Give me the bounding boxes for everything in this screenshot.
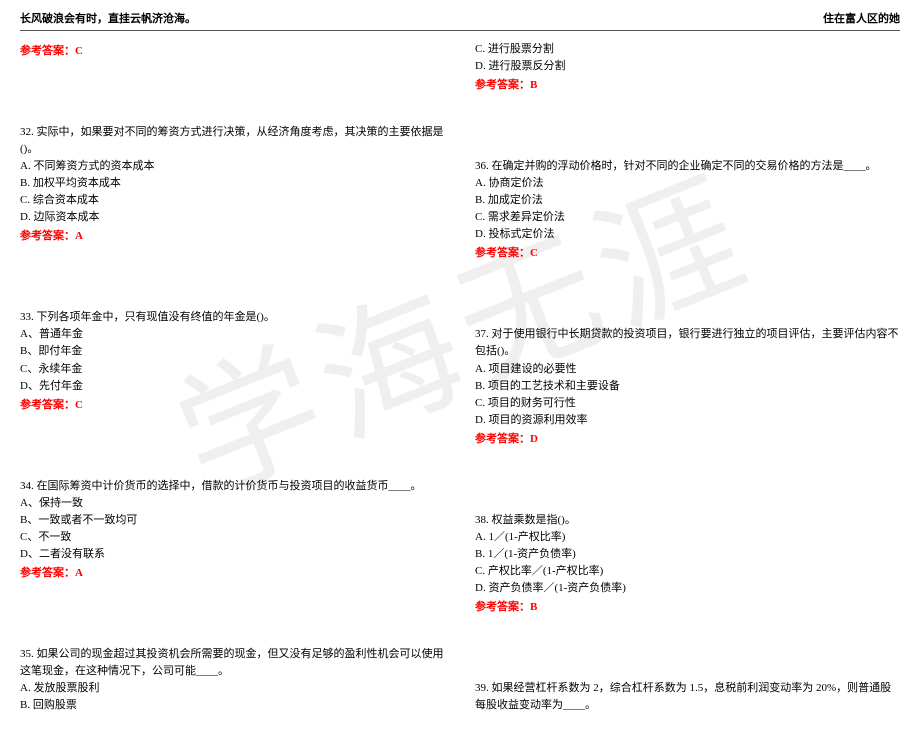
option-a: A、普通年金: [20, 326, 445, 343]
answer-label: 参考答案：: [475, 79, 530, 91]
question-text: 33. 下列各项年金中，只有现值没有终值的年金是()。: [20, 309, 445, 326]
answer-line: 参考答案：B: [475, 599, 900, 616]
question-39: 39. 如果经营杠杆系数为 2，综合杠杆系数为 1.5，息税前利润变动率为 20…: [475, 680, 900, 714]
option-c: C、不一致: [20, 529, 445, 546]
option-b: B. 项目的工艺技术和主要设备: [475, 378, 900, 395]
answer-label: 参考答案：: [475, 433, 530, 445]
header-right: 住在富人区的她: [823, 10, 900, 26]
question-text: 36. 在确定并购的浮动价格时，针对不同的企业确定不同的交易价格的方法是____…: [475, 158, 900, 175]
question-38: 38. 权益乘数是指()。 A. 1／(1-产权比率) B. 1／(1-资产负债…: [475, 512, 900, 616]
answer-line: 参考答案：C: [475, 245, 900, 262]
answer-label: 参考答案：: [20, 399, 75, 411]
answer-line: 参考答案：A: [20, 565, 445, 582]
answer-line: 参考答案：C: [20, 43, 445, 60]
page-content: 长风破浪会有时，直挂云帆济沧海。 住在富人区的她 参考答案：C 32. 实际中，…: [0, 0, 920, 748]
question-33: 33. 下列各项年金中，只有现值没有终值的年金是()。 A、普通年金 B、即付年…: [20, 309, 445, 413]
right-column: C. 进行股票分割 D. 进行股票反分割 参考答案：B 36. 在确定并购的浮动…: [475, 35, 900, 738]
answer-line: 参考答案：A: [20, 228, 445, 245]
option-c: C. 综合资本成本: [20, 192, 445, 209]
option-c: C. 项目的财务可行性: [475, 395, 900, 412]
answer-label: 参考答案：: [475, 601, 530, 613]
question-text: 39. 如果经营杠杆系数为 2，综合杠杆系数为 1.5，息税前利润变动率为 20…: [475, 680, 900, 714]
answer-label: 参考答案：: [475, 247, 530, 259]
two-column-layout: 参考答案：C 32. 实际中，如果要对不同的筹资方式进行决策，从经济角度考虑，其…: [20, 35, 900, 738]
question-34: 34. 在国际筹资中计价货币的选择中，借款的计价货币与投资项目的收益货币____…: [20, 478, 445, 582]
option-c: C、永续年金: [20, 361, 445, 378]
answer-line: 参考答案：B: [475, 77, 900, 94]
question-35: 35. 如果公司的现金超过其投资机会所需要的现金，但又没有足够的盈利性机会可以使…: [20, 646, 445, 714]
answer-value: C: [75, 399, 83, 411]
option-b: B、一致或者不一致均可: [20, 512, 445, 529]
option-d: D、二者没有联系: [20, 546, 445, 563]
header-left: 长风破浪会有时，直挂云帆济沧海。: [20, 10, 196, 26]
answer-value: B: [530, 79, 537, 91]
option-b: B. 1／(1-资产负债率): [475, 546, 900, 563]
answer-value: A: [75, 230, 83, 242]
option-d: D. 边际资本成本: [20, 209, 445, 226]
option-a: A. 不同筹资方式的资本成本: [20, 158, 445, 175]
answer-line: 参考答案：D: [475, 431, 900, 448]
answer-label: 参考答案：: [20, 45, 75, 57]
option-b: B. 回购股票: [20, 697, 445, 714]
option-c: C. 进行股票分割: [475, 41, 900, 58]
q35-continued: C. 进行股票分割 D. 进行股票反分割 参考答案：B: [475, 41, 900, 94]
option-b: B. 加成定价法: [475, 192, 900, 209]
question-37: 37. 对于使用银行中长期贷款的投资项目，银行要进行独立的项目评估，主要评估内容…: [475, 326, 900, 447]
question-text: 34. 在国际筹资中计价货币的选择中，借款的计价货币与投资项目的收益货币____…: [20, 478, 445, 495]
question-text: 32. 实际中，如果要对不同的筹资方式进行决策，从经济角度考虑，其决策的主要依据…: [20, 124, 445, 158]
option-d: D. 投标式定价法: [475, 226, 900, 243]
answer-label: 参考答案：: [20, 230, 75, 242]
left-column: 参考答案：C 32. 实际中，如果要对不同的筹资方式进行决策，从经济角度考虑，其…: [20, 35, 445, 738]
option-d: D、先付年金: [20, 378, 445, 395]
question-text: 37. 对于使用银行中长期贷款的投资项目，银行要进行独立的项目评估，主要评估内容…: [475, 326, 900, 360]
option-a: A. 协商定价法: [475, 175, 900, 192]
option-d: D. 资产负债率／(1-资产负债率): [475, 580, 900, 597]
answer-value: C: [530, 247, 538, 259]
option-d: D. 进行股票反分割: [475, 58, 900, 75]
option-b: B. 加权平均资本成本: [20, 175, 445, 192]
option-a: A、保持一致: [20, 495, 445, 512]
prev-answer-block: 参考答案：C: [20, 43, 445, 60]
option-c: C. 产权比率／(1-产权比率): [475, 563, 900, 580]
option-d: D. 项目的资源利用效率: [475, 412, 900, 429]
answer-line: 参考答案：C: [20, 397, 445, 414]
answer-label: 参考答案：: [20, 567, 75, 579]
option-a: A. 发放股票股利: [20, 680, 445, 697]
answer-value: D: [530, 433, 538, 445]
answer-value: C: [75, 45, 83, 57]
answer-value: B: [530, 601, 537, 613]
option-c: C. 需求差异定价法: [475, 209, 900, 226]
answer-value: A: [75, 567, 83, 579]
question-text: 38. 权益乘数是指()。: [475, 512, 900, 529]
question-36: 36. 在确定并购的浮动价格时，针对不同的企业确定不同的交易价格的方法是____…: [475, 158, 900, 262]
option-b: B、即付年金: [20, 343, 445, 360]
question-text: 35. 如果公司的现金超过其投资机会所需要的现金，但又没有足够的盈利性机会可以使…: [20, 646, 445, 680]
page-header: 长风破浪会有时，直挂云帆济沧海。 住在富人区的她: [20, 10, 900, 31]
question-32: 32. 实际中，如果要对不同的筹资方式进行决策，从经济角度考虑，其决策的主要依据…: [20, 124, 445, 245]
option-a: A. 项目建设的必要性: [475, 361, 900, 378]
option-a: A. 1／(1-产权比率): [475, 529, 900, 546]
